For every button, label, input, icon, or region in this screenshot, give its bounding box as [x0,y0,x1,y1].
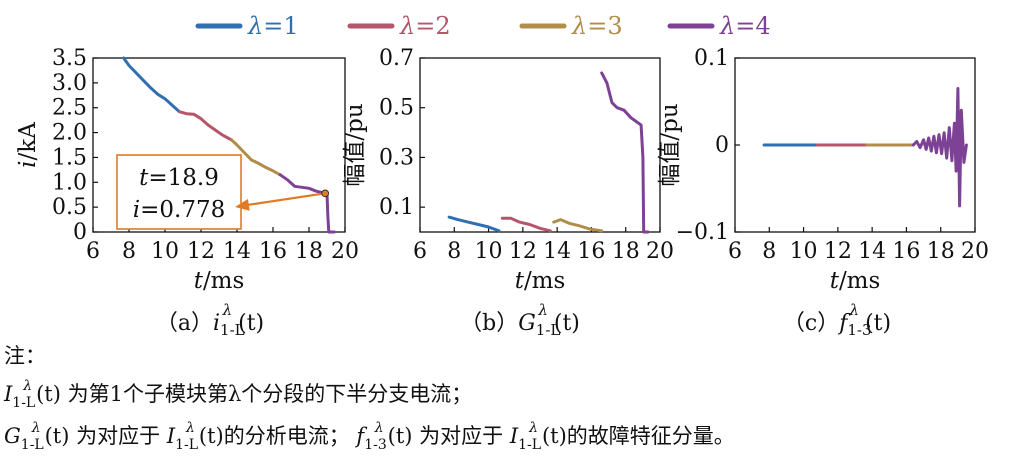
panel-a-series-1-line [122,56,181,114]
panel-a-xtick-label: 18 [295,239,323,264]
note2-text-c: 为对应于 [419,424,504,448]
note2-text-b: 的分析电流； [223,424,350,448]
note1-symbol-sup: λ [23,378,33,394]
note2-text-a: 为对应于 [76,424,161,448]
panel-a-xtick-label: 8 [122,239,136,264]
panel-c-xtick-label: 10 [790,239,818,264]
panel-c-xtick-label: 20 [961,239,989,264]
panel-a-ytick-label: 1.0 [52,170,87,195]
panel-c-caption: （c）f1-3λ(t) [783,301,891,339]
panel-c-ytick-label: −0.1 [676,220,729,245]
panel-b-axes-frame [419,57,661,233]
panel-a-xtick-label: 20 [331,239,359,264]
panel-a-ylabel: i/kA [15,122,41,168]
panel-b-xtick-label: 8 [447,239,461,264]
panel-a-ytick-label: 0 [73,220,87,245]
panel-b-ytick-label: 0.5 [379,96,414,121]
panel-b-ylabel: 幅值/pu [342,103,368,186]
panel-c-xtick-label: 18 [927,239,955,264]
panel-b-xtick-label: 6 [413,239,427,264]
note1-symbol-sub: 1-L [12,395,36,411]
panel-b-ytick-label: 0.7 [379,46,414,71]
panel-b-xtick-label: 20 [646,239,674,264]
panel-a-xtick-label: 12 [187,239,215,264]
panel-a-ytick-label: 0.5 [52,195,87,220]
panel-b-series-4-line [600,71,650,234]
panel-a-xlabel: t/ms [194,268,245,294]
legend-label-2: λ=2 [399,12,451,40]
note-line-2: G1-Lλ (t) 为对应于 I1-Lλ (t)的分析电流； f1-3λ (t) 为对… [4,420,735,453]
panel-b-series-1-line [447,215,501,233]
panel-a-axes-frame [92,57,346,233]
panel-a-ytick-label: 2.5 [52,96,87,121]
panel-c-xtick-label: 16 [892,239,920,264]
note2-ref: I [166,424,176,448]
panel-a-annotation-arrow-shaft [246,192,326,207]
panel-b-xtick-label: 16 [577,239,605,264]
note2-f: f [356,424,365,448]
panel-c-ytick-label: 0 [715,133,729,158]
panel-a-ytick-label: 1.5 [52,145,87,170]
note2-f-sup: λ [374,420,384,436]
panel-b-series-2-line [500,216,552,233]
note1-text: 为第1个子模块第λ个分段的下半分支电流； [67,382,473,406]
panel-a-xtick-label: 6 [86,239,100,264]
panel-a-ytick-label: 2.0 [52,121,87,146]
note2-ref2-sub: 1-L [518,437,542,453]
note1-symbol: I [4,382,13,406]
note2-ref-sup: λ [186,420,195,436]
note2-text-d: 的故障特征分量。 [566,424,735,448]
panel-c-ylabel: 幅值/pu [657,103,683,186]
panel-c-xlabel: t/ms [830,268,881,294]
note2-f-suffix: (t) [387,424,413,448]
note2-symbol-sup: λ [31,420,41,436]
panel-b-xtick-label: 14 [543,239,571,264]
panel-a-caption: （a）i1-Lλ(t) [156,301,264,339]
panel-a-series-3-line [230,138,282,177]
panel-a-annotation-point [321,189,330,198]
figure: λ=1 λ=2 λ=3 λ=46 8 10 12 14 16 18 2000.51.01.52.02… [15,12,989,339]
panel-b-xtick-label: 18 [612,239,640,264]
note1-symbol-suffix: (t) [36,382,61,406]
note2-ref2: I [509,424,519,448]
panel-b-ytick-label: 0.3 [379,145,414,170]
legend-label-3: λ=3 [571,12,623,40]
panel-c-xtick-label: 14 [858,239,886,264]
panel-a-annotation-line1: t=18.9 [139,165,219,191]
note2-ref2-suffix: (t) [541,424,567,448]
note2-f-sub: 1-3 [364,437,387,453]
panel-a-xtick-label: 10 [151,239,179,264]
note2-symbol: G [4,424,21,448]
panel-b-xtick-label: 12 [509,239,537,264]
panel-b-ytick-label: 0.1 [379,195,414,220]
panel-a-xtick-label: 14 [223,239,251,264]
legend-label-4: λ=4 [719,12,771,40]
panel-b-xlabel: t/ms [515,268,566,294]
note-line-1: I1-Lλ (t) 为第1个子模块第λ个分段的下半分支电流； [4,378,473,411]
panel-a-ytick-label: 3.5 [52,46,87,71]
note2-ref-suffix: (t) [198,424,224,448]
note2-ref2-sup: λ [529,420,538,436]
panel-b-caption: （b）G1-Lλ(t) [460,301,580,339]
panel-c-series-4-line [911,87,968,208]
legend-label-1: λ=1 [247,12,299,40]
panel-c-xtick-label: 8 [762,239,776,264]
panel-a-annotation-arrow-head [235,199,250,211]
panel-b-series-3-line [552,218,604,233]
note2-ref-sub: 1-L [175,437,199,453]
notes-title: 注： [4,344,46,368]
panel-b-xtick-label: 10 [475,239,503,264]
panel-c-xtick-label: 12 [824,239,852,264]
note2-symbol-sub: 1-L [20,437,44,453]
panel-a-xtick-label: 16 [259,239,287,264]
panel-c-xtick-label: 6 [728,239,742,264]
panel-a-annotation-line2: i=0.778 [133,197,225,223]
panel-a-series-2-line [177,110,234,142]
panel-a-series-4-line [278,173,336,234]
panel-c-ytick-label: 0.1 [694,46,729,71]
panel-a-ytick-label: 3.0 [52,71,87,96]
note2-symbol-suffix: (t) [44,424,70,448]
panel-a-annotation-box [116,154,242,230]
